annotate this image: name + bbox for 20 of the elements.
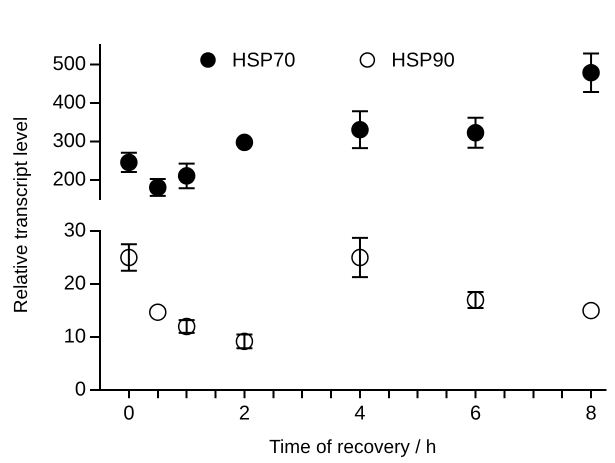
x-tick-label: 0 — [123, 402, 134, 425]
point — [149, 303, 167, 321]
y-tick-label: 400 — [52, 91, 86, 114]
x-tick-label: 8 — [585, 402, 597, 425]
x-tick-label: 4 — [354, 402, 366, 425]
y-tick-label: 0 — [74, 378, 86, 401]
y-tick-label: 300 — [52, 130, 86, 152]
x-tick-label: 2 — [238, 402, 250, 425]
text: HSP90 — [391, 50, 455, 72]
y-tick-label: 500 — [52, 52, 86, 75]
y-tick-label: 200 — [52, 168, 86, 190]
y-tick-label: 20 — [64, 272, 86, 295]
point — [582, 302, 600, 320]
y-tick-label: 10 — [64, 326, 86, 348]
y-axis-title: Relative transcript level — [11, 116, 34, 314]
x-tick-label: 6 — [470, 402, 482, 425]
point — [236, 134, 254, 152]
y-tick-label: 30 — [64, 220, 86, 242]
x-axis-title: Time of recovery / h — [269, 436, 436, 458]
legend-label: HSP70 — [232, 50, 296, 72]
